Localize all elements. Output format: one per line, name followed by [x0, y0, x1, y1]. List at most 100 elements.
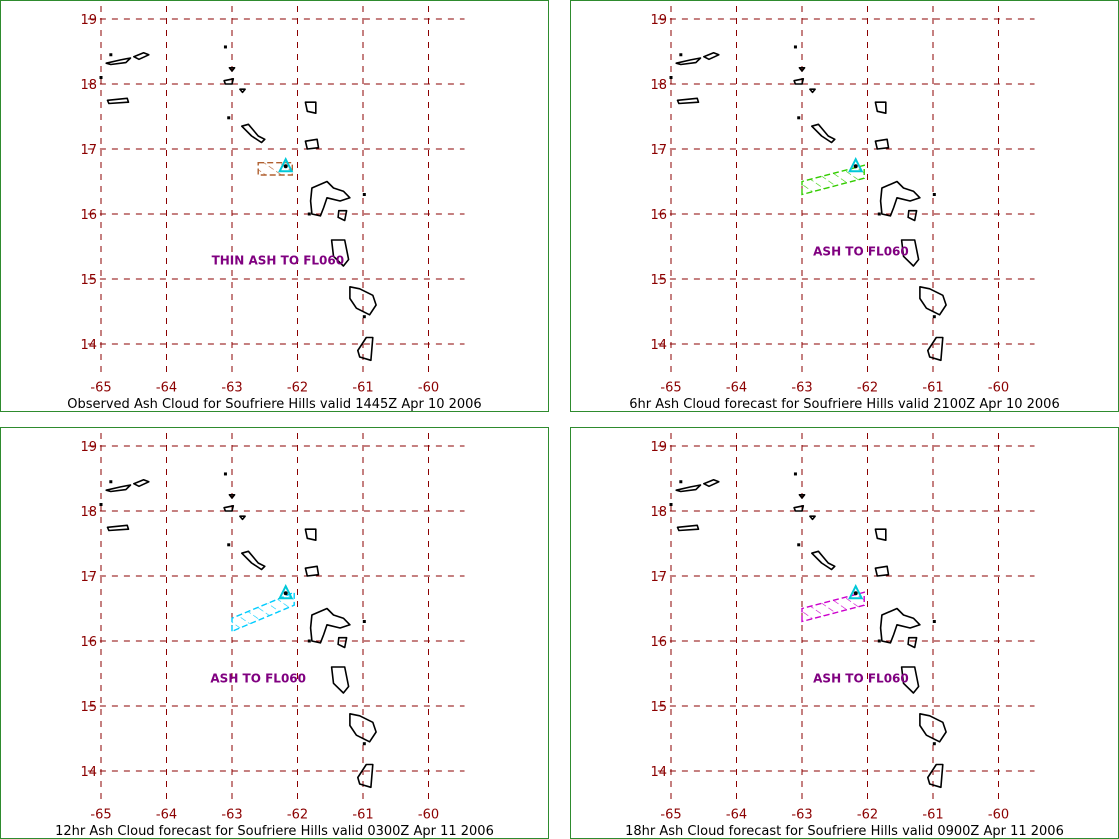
lon-tick-label: -61: [922, 380, 943, 395]
lat-tick-label: 16: [650, 208, 667, 223]
map-panel-observed: 19 18 17 16 15 14 -65 -64 -63 -62 -61 -60 THIN ASH T…: [0, 0, 549, 412]
island-coastline: [675, 484, 702, 493]
island-coastline: [874, 138, 890, 150]
lat-tick-label: 15: [80, 700, 97, 715]
islet: [793, 472, 797, 476]
lat-tick-label: 19: [80, 13, 97, 28]
lat-tick-label: 18: [80, 505, 97, 520]
lon-tick-label: -65: [90, 380, 111, 395]
island-coastline: [676, 97, 700, 105]
island-coastline: [809, 515, 816, 521]
lon-tick-label: -60: [418, 807, 439, 822]
islet: [223, 472, 227, 476]
islet: [669, 503, 673, 506]
map-canvas: 19 18 17 16 15 14 -65 -64 -63 -62 -61 -60 ASH TO FL0…: [650, 433, 1035, 822]
islet: [307, 212, 311, 216]
islet: [362, 193, 366, 196]
island-coastline: [304, 101, 317, 114]
islet: [679, 480, 683, 484]
volcano-triangle-marker: [848, 156, 864, 173]
lon-tick-label: -62: [287, 380, 308, 395]
lon-tick-label: -63: [221, 807, 242, 822]
lon-tick-label: -63: [791, 380, 812, 395]
lat-tick-label: 16: [650, 635, 667, 650]
lon-tick-label: -64: [156, 807, 177, 822]
island-coastline: [349, 285, 377, 316]
island-coastline: [879, 607, 921, 644]
map-canvas: 19 18 17 16 15 14 -65 -64 -63 -62 -61 -60 THIN ASH T…: [80, 6, 465, 395]
islet: [932, 742, 936, 746]
island-coastline: [874, 101, 887, 114]
lon-tick-label: -61: [922, 807, 943, 822]
lat-tick-label: 18: [650, 78, 667, 93]
island-coastline: [309, 607, 351, 644]
volcano-triangle-marker: [278, 156, 294, 173]
island-coastline: [874, 528, 887, 541]
island-coastline: [105, 484, 132, 493]
islet: [362, 742, 366, 746]
island-coastline: [349, 712, 377, 743]
lat-tick-label: 14: [80, 338, 97, 353]
lat-tick-label: 14: [650, 765, 667, 780]
map-panel-6hr: 19 18 17 16 15 14 -65 -64 -63 -62 -61 -60 ASH TO FL0…: [570, 0, 1119, 412]
ash-annotation: THIN ASH TO FL060: [212, 254, 345, 268]
volcano-point: [853, 164, 858, 169]
islet: [669, 76, 673, 79]
island-coastline: [133, 51, 150, 61]
islet: [932, 315, 936, 319]
island-coastline: [703, 478, 720, 488]
island-coastline: [239, 88, 246, 94]
lon-tick-label: -64: [726, 807, 747, 822]
ash-cloud-polygon: [801, 164, 865, 196]
island-coastline: [879, 180, 921, 217]
island-coastline: [133, 478, 150, 488]
islet: [223, 45, 227, 49]
island-coastline: [900, 239, 920, 267]
island-coastline: [926, 763, 944, 789]
ash-annotation: ASH TO FL060: [813, 245, 909, 259]
lat-tick-label: 15: [650, 273, 667, 288]
island-coastline: [223, 78, 235, 85]
lon-tick-label: -65: [660, 807, 681, 822]
ash-cloud-polygon: [257, 161, 293, 176]
island-coastline: [809, 88, 816, 94]
lon-tick-label: -65: [660, 380, 681, 395]
map-caption: Observed Ash Cloud for Soufriere Hills v…: [67, 397, 482, 412]
island-coastline: [337, 636, 348, 649]
lat-tick-label: 17: [650, 143, 667, 158]
lon-tick-label: -63: [791, 807, 812, 822]
lat-tick-label: 19: [80, 440, 97, 455]
islet: [362, 315, 366, 319]
island-coastline: [304, 565, 320, 577]
islet: [797, 116, 801, 120]
lat-tick-label: 19: [650, 440, 667, 455]
islet: [797, 543, 801, 547]
lat-tick-label: 15: [80, 273, 97, 288]
island-coastline: [330, 239, 350, 267]
island-coastline: [926, 336, 944, 362]
island-coastline: [309, 180, 351, 217]
lat-tick-label: 17: [80, 570, 97, 585]
island-coastline: [676, 524, 700, 532]
lat-tick-label: 19: [650, 13, 667, 28]
island-coastline: [337, 209, 348, 222]
lon-tick-label: -60: [988, 380, 1009, 395]
island-coastline: [241, 123, 266, 144]
lon-tick-label: -62: [857, 380, 878, 395]
lon-tick-label: -61: [352, 380, 373, 395]
islet: [99, 503, 103, 506]
island-coastline: [105, 57, 132, 66]
island-coastline: [675, 57, 702, 66]
island-coastline: [106, 97, 130, 105]
lon-tick-label: -64: [726, 380, 747, 395]
lat-tick-label: 14: [80, 765, 97, 780]
islet: [109, 53, 113, 57]
volcano-triangle-marker: [278, 583, 294, 600]
lat-tick-label: 18: [80, 78, 97, 93]
volcano-triangle-marker: [848, 583, 864, 600]
lat-tick-label: 17: [650, 570, 667, 585]
ash-annotation: ASH TO FL060: [210, 672, 306, 686]
lon-tick-label: -62: [287, 807, 308, 822]
island-coastline: [798, 67, 806, 72]
lon-tick-label: -65: [90, 807, 111, 822]
